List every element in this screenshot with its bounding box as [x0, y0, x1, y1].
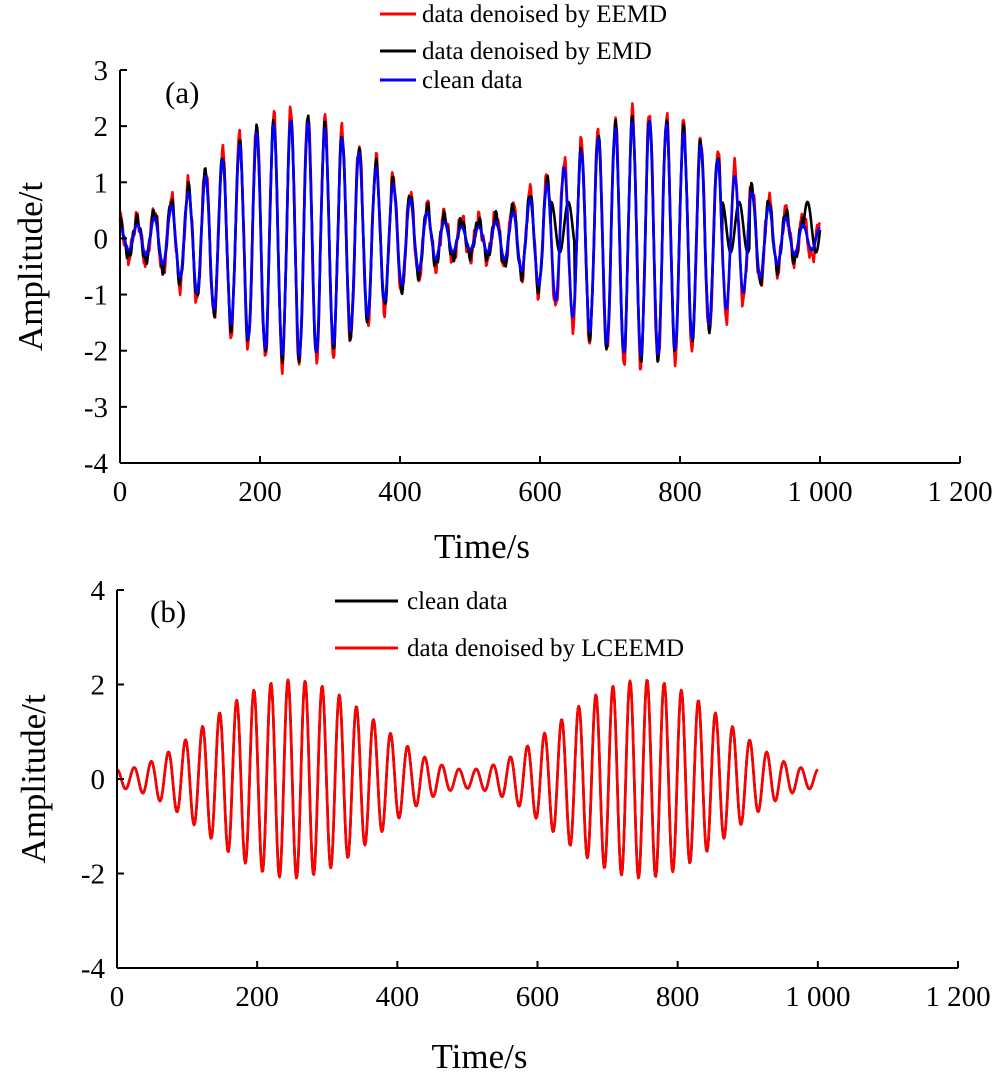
y-tick-label: 2 [91, 670, 106, 702]
legend-entry: clean data [422, 67, 523, 94]
legend-entry: data denoised by LCEEMD [407, 635, 684, 662]
legend-entry: clean data [407, 588, 508, 615]
chart-panel-b: 420-2-40 200 400 600 800 1 000 1 200Time/sAmpl… [14, 575, 991, 1076]
series-line-lceemd [116, 678, 819, 880]
x-tick-label: 1 200 [927, 476, 992, 508]
y-tick-label: 3 [94, 55, 109, 87]
y-tick-label: -4 [84, 448, 109, 480]
x-axis-label: Time/s [434, 527, 530, 566]
x-tick-label: 600 [516, 981, 560, 1013]
x-tick-label: 0 [113, 476, 128, 508]
panel-label: (a) [165, 75, 199, 110]
y-tick-label: 2 [94, 111, 109, 143]
x-tick-label: 200 [235, 981, 279, 1013]
x-axis-label: Time/s [432, 1037, 528, 1076]
legend-entry: data denoised by EEMD [422, 1, 667, 28]
y-tick-label: 1 [94, 167, 109, 199]
y-tick-label: -3 [84, 392, 108, 424]
series-line-emd [118, 114, 822, 365]
x-tick-label: 1 000 [787, 476, 852, 508]
x-tick-label: 800 [658, 476, 702, 508]
legend-entry: data denoised by EMD [422, 38, 652, 65]
panel-label: (b) [150, 594, 186, 629]
x-tick-label: 200 [238, 476, 282, 508]
x-tick-label: 1 000 [785, 981, 850, 1013]
y-tick-label: -4 [81, 953, 106, 985]
x-tick-label: 400 [376, 981, 420, 1013]
y-tick-label: -2 [81, 859, 105, 891]
y-tick-label: 0 [94, 223, 109, 255]
x-tick-label: 400 [378, 476, 422, 508]
x-tick-label: 1 200 [925, 981, 990, 1013]
series-line-clean [116, 678, 819, 880]
y-tick-label: -2 [84, 336, 108, 368]
y-tick-label: 4 [91, 575, 106, 607]
x-tick-label: 0 [110, 981, 125, 1013]
y-tick-label: 0 [91, 764, 106, 796]
y-axis-label: Amplitude/t [14, 694, 53, 863]
x-tick-label: 600 [518, 476, 562, 508]
x-tick-label: 800 [656, 981, 700, 1013]
series-line-clean [119, 119, 821, 358]
series-line-eemd [118, 102, 822, 376]
y-tick-label: -1 [84, 280, 108, 312]
y-axis-label: Amplitude/t [11, 182, 50, 351]
